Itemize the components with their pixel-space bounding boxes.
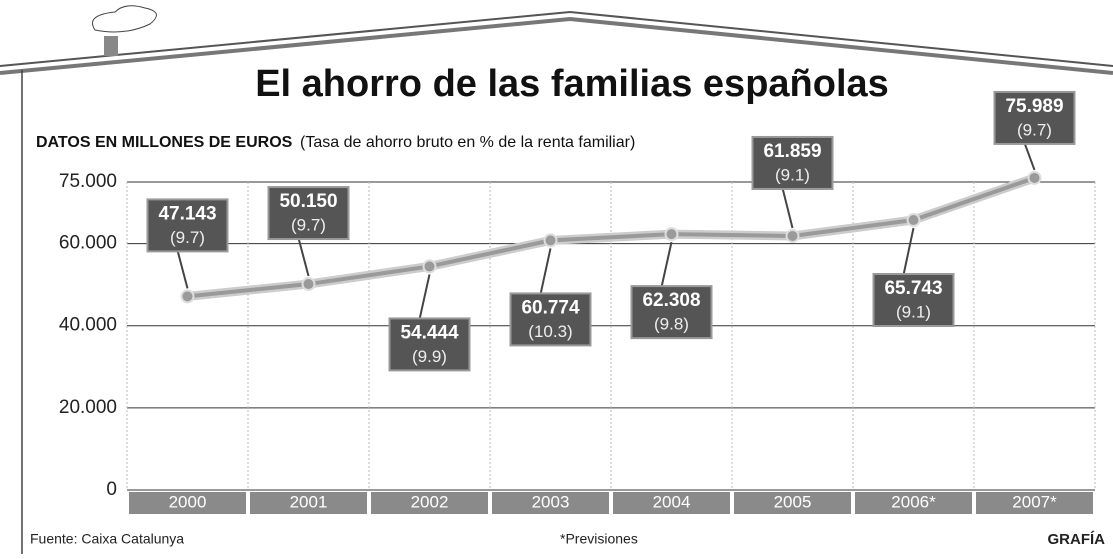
- point: [545, 234, 557, 246]
- rate-label: (9.9): [412, 347, 447, 366]
- rate-label: (9.1): [775, 165, 810, 184]
- value-label: 65.743: [884, 278, 942, 299]
- y-tick-label: 60.000: [59, 233, 117, 254]
- page: El ahorro de las familias españolas DATO…: [0, 0, 1113, 559]
- value-label: 62.308: [642, 290, 700, 311]
- y-tick-label: 0: [106, 479, 117, 500]
- x-tick-label: 2000: [169, 492, 207, 511]
- x-tick-label: 2001: [290, 492, 328, 511]
- value-label: 60.774: [521, 297, 580, 318]
- x-tick-label: 2007*: [1012, 492, 1057, 511]
- x-tick-label: 2005: [774, 492, 812, 511]
- point: [303, 278, 315, 290]
- point: [182, 290, 194, 302]
- chimney: [104, 36, 118, 56]
- credit: GRAFÍA: [1048, 531, 1106, 548]
- rate-label: (9.7): [291, 216, 326, 235]
- y-tick-label: 40.000: [59, 315, 117, 336]
- y-label: DATOS EN MILLONES DE EUROS: [36, 134, 293, 151]
- note: *Previsiones: [560, 531, 638, 547]
- point: [1029, 172, 1041, 184]
- x-tick-label: 2002: [411, 492, 449, 511]
- y-tick-label: 75.000: [59, 171, 117, 192]
- rate-label: (9.7): [170, 228, 205, 247]
- value-label: 61.859: [763, 141, 821, 162]
- point: [424, 260, 436, 272]
- value-label: 75.989: [1005, 96, 1063, 117]
- subtitle: (Tasa de ahorro bruto en % de la renta f…: [300, 134, 635, 151]
- point: [666, 228, 678, 240]
- y-tick-label: 20.000: [59, 397, 117, 418]
- rate-label: (10.3): [528, 322, 572, 341]
- source: Fuente: Caixa Catalunya: [30, 531, 184, 547]
- value-label: 47.143: [158, 203, 216, 224]
- x-tick-label: 2003: [532, 492, 570, 511]
- point: [908, 214, 920, 226]
- rate-label: (9.7): [1017, 120, 1052, 139]
- rate-label: (9.1): [896, 302, 931, 321]
- chart: El ahorro de las familias españolas DATO…: [0, 0, 1113, 554]
- rate-label: (9.8): [654, 315, 689, 334]
- point: [787, 230, 799, 242]
- x-tick-label: 2004: [653, 492, 691, 511]
- value-label: 54.444: [400, 322, 459, 343]
- x-tick-label: 2006*: [891, 492, 936, 511]
- chart-title: El ahorro de las familias españolas: [255, 63, 889, 105]
- value-label: 50.150: [279, 191, 337, 212]
